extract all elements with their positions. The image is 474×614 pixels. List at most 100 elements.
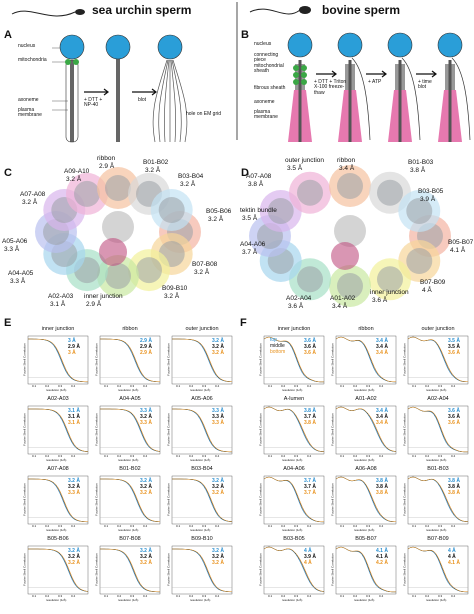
mito bbox=[293, 72, 299, 78]
nucleus bbox=[157, 34, 183, 60]
region-res: 4.1 Å bbox=[450, 247, 466, 254]
x-tick-label: 0.1 bbox=[268, 384, 273, 388]
x-tick-label: 0.2 bbox=[45, 524, 50, 528]
density bbox=[267, 198, 294, 224]
plot-title: A-lumen bbox=[283, 396, 305, 402]
region-name: B03-B05 bbox=[418, 188, 444, 195]
fsc-curve bbox=[172, 408, 233, 453]
x-tick-label: 0.3 bbox=[58, 384, 63, 388]
x-tick-label: 0.1 bbox=[412, 524, 417, 528]
x-tick-label: 0.2 bbox=[189, 594, 194, 598]
resolution-value: 3.2 Å bbox=[68, 560, 80, 566]
y-axis-label: Fourier Shell Correlation bbox=[258, 483, 263, 516]
x-tick-label: 0.1 bbox=[176, 594, 181, 598]
region-res: 3.8 Å bbox=[410, 167, 426, 174]
x-tick-label: 0.2 bbox=[353, 594, 358, 598]
resolution-value: 3.1 Å bbox=[68, 420, 80, 426]
plot-title: inner junction bbox=[41, 326, 75, 332]
x-tick-label: 0.4 bbox=[451, 594, 456, 598]
density bbox=[105, 263, 131, 289]
resolution-value: 3 Å bbox=[68, 350, 76, 356]
x-tick-label: 0.3 bbox=[366, 524, 371, 528]
plot-title: A01-A02 bbox=[355, 396, 377, 402]
resolution-value: 3.2 Å bbox=[68, 478, 80, 484]
resolution-value: 3.6 Å bbox=[304, 338, 316, 344]
x-axis-label: resolution (1/Å) bbox=[46, 458, 67, 462]
density bbox=[297, 266, 323, 293]
density bbox=[337, 173, 363, 199]
density bbox=[297, 179, 323, 206]
x-axis-label: resolution (1/Å) bbox=[282, 528, 303, 532]
x-tick-label: 0.4 bbox=[307, 384, 312, 388]
resolution-value: 3.2 Å bbox=[212, 350, 224, 356]
resolution-value: 3.7 Å bbox=[304, 484, 316, 490]
region-name: B03-B04 bbox=[178, 173, 204, 180]
y-axis-label: Fourier Shell Correlation bbox=[402, 413, 407, 446]
y-axis-label: Fourier Shell Correlation bbox=[22, 343, 27, 376]
resolution-value: 3.1 Å bbox=[68, 414, 80, 420]
plot-title: B05-B07 bbox=[355, 536, 377, 542]
x-tick-label: 0.4 bbox=[307, 454, 312, 458]
x-tick-label: 0.2 bbox=[45, 454, 50, 458]
region-name: A02-A04 bbox=[286, 295, 312, 302]
mito bbox=[73, 59, 79, 65]
region-name: B01-B03 bbox=[408, 159, 434, 166]
resolution-value: 3.3 Å bbox=[212, 420, 224, 426]
region-name: A04-A05 bbox=[8, 270, 34, 277]
resolution-value: 4.2 Å bbox=[376, 560, 388, 566]
resolution-value: 3 Å bbox=[68, 338, 76, 344]
region-res: 3.2 Å bbox=[208, 216, 224, 223]
legend-entry: top bbox=[270, 337, 277, 343]
fsc-curve bbox=[172, 478, 233, 522]
x-tick-label: 0.4 bbox=[71, 524, 76, 528]
axoneme bbox=[448, 60, 452, 142]
resolution-value: 3.6 Å bbox=[448, 420, 460, 426]
x-axis-label: resolution (1/Å) bbox=[282, 388, 303, 392]
region-res: 3.6 Å bbox=[288, 303, 304, 310]
plot-title: B03-B05 bbox=[283, 536, 305, 542]
x-axis-label: resolution (1/Å) bbox=[190, 388, 211, 392]
x-tick-label: 0.3 bbox=[294, 384, 299, 388]
resolution-value: 3.2 Å bbox=[140, 478, 152, 484]
sperm-icon bbox=[249, 8, 301, 15]
x-axis-label: resolution (1/Å) bbox=[118, 388, 139, 392]
x-tick-label: 0.4 bbox=[215, 384, 220, 388]
x-tick-label: 0.1 bbox=[176, 384, 181, 388]
x-tick-label: 0.2 bbox=[189, 524, 194, 528]
region-res: 3.2 Å bbox=[145, 167, 161, 174]
plot-frame bbox=[335, 545, 397, 595]
resolution-value: 2.9 Å bbox=[68, 344, 80, 350]
y-axis-label: Fourier Shell Correlation bbox=[22, 553, 27, 586]
resolution-value: 3.7 Å bbox=[304, 490, 316, 496]
resolution-value: 3.3 Å bbox=[212, 408, 224, 414]
step-label: + DTT + NP-40 bbox=[84, 97, 103, 109]
fsc-curve bbox=[100, 338, 161, 383]
mito bbox=[301, 65, 307, 71]
region-res: 3.4 Å bbox=[332, 303, 348, 310]
resolution-value: 3.4 Å bbox=[376, 344, 388, 350]
x-tick-label: 0.3 bbox=[366, 594, 371, 598]
resolution-value: 3.8 Å bbox=[304, 408, 316, 414]
plot-frame bbox=[27, 545, 89, 595]
arrow bbox=[84, 88, 109, 96]
resolution-value: 3.6 Å bbox=[304, 350, 316, 356]
fsc-curve bbox=[335, 406, 397, 452]
x-tick-label: 0.3 bbox=[202, 454, 207, 458]
nucleus bbox=[287, 32, 313, 58]
x-tick-label: 0.3 bbox=[130, 454, 135, 458]
resolution-value: 3.7 Å bbox=[304, 478, 316, 484]
region-name: outer junction bbox=[285, 157, 325, 164]
plot-title: B05-B06 bbox=[47, 536, 69, 542]
filament bbox=[401, 57, 421, 141]
x-axis-label: resolution (1/Å) bbox=[118, 528, 139, 532]
x-tick-label: 0.2 bbox=[281, 454, 286, 458]
x-tick-label: 0.1 bbox=[104, 594, 109, 598]
panel-letter: D bbox=[241, 167, 249, 179]
resolution-value: 3.2 Å bbox=[212, 554, 224, 560]
x-tick-label: 0.1 bbox=[268, 454, 273, 458]
x-axis-label: resolution (1/Å) bbox=[354, 528, 375, 532]
resolution-value: 2.9 Å bbox=[140, 350, 152, 356]
nucleus bbox=[337, 32, 363, 58]
region-name: inner junction bbox=[370, 289, 409, 296]
region-res: 2.9 Å bbox=[86, 301, 102, 308]
